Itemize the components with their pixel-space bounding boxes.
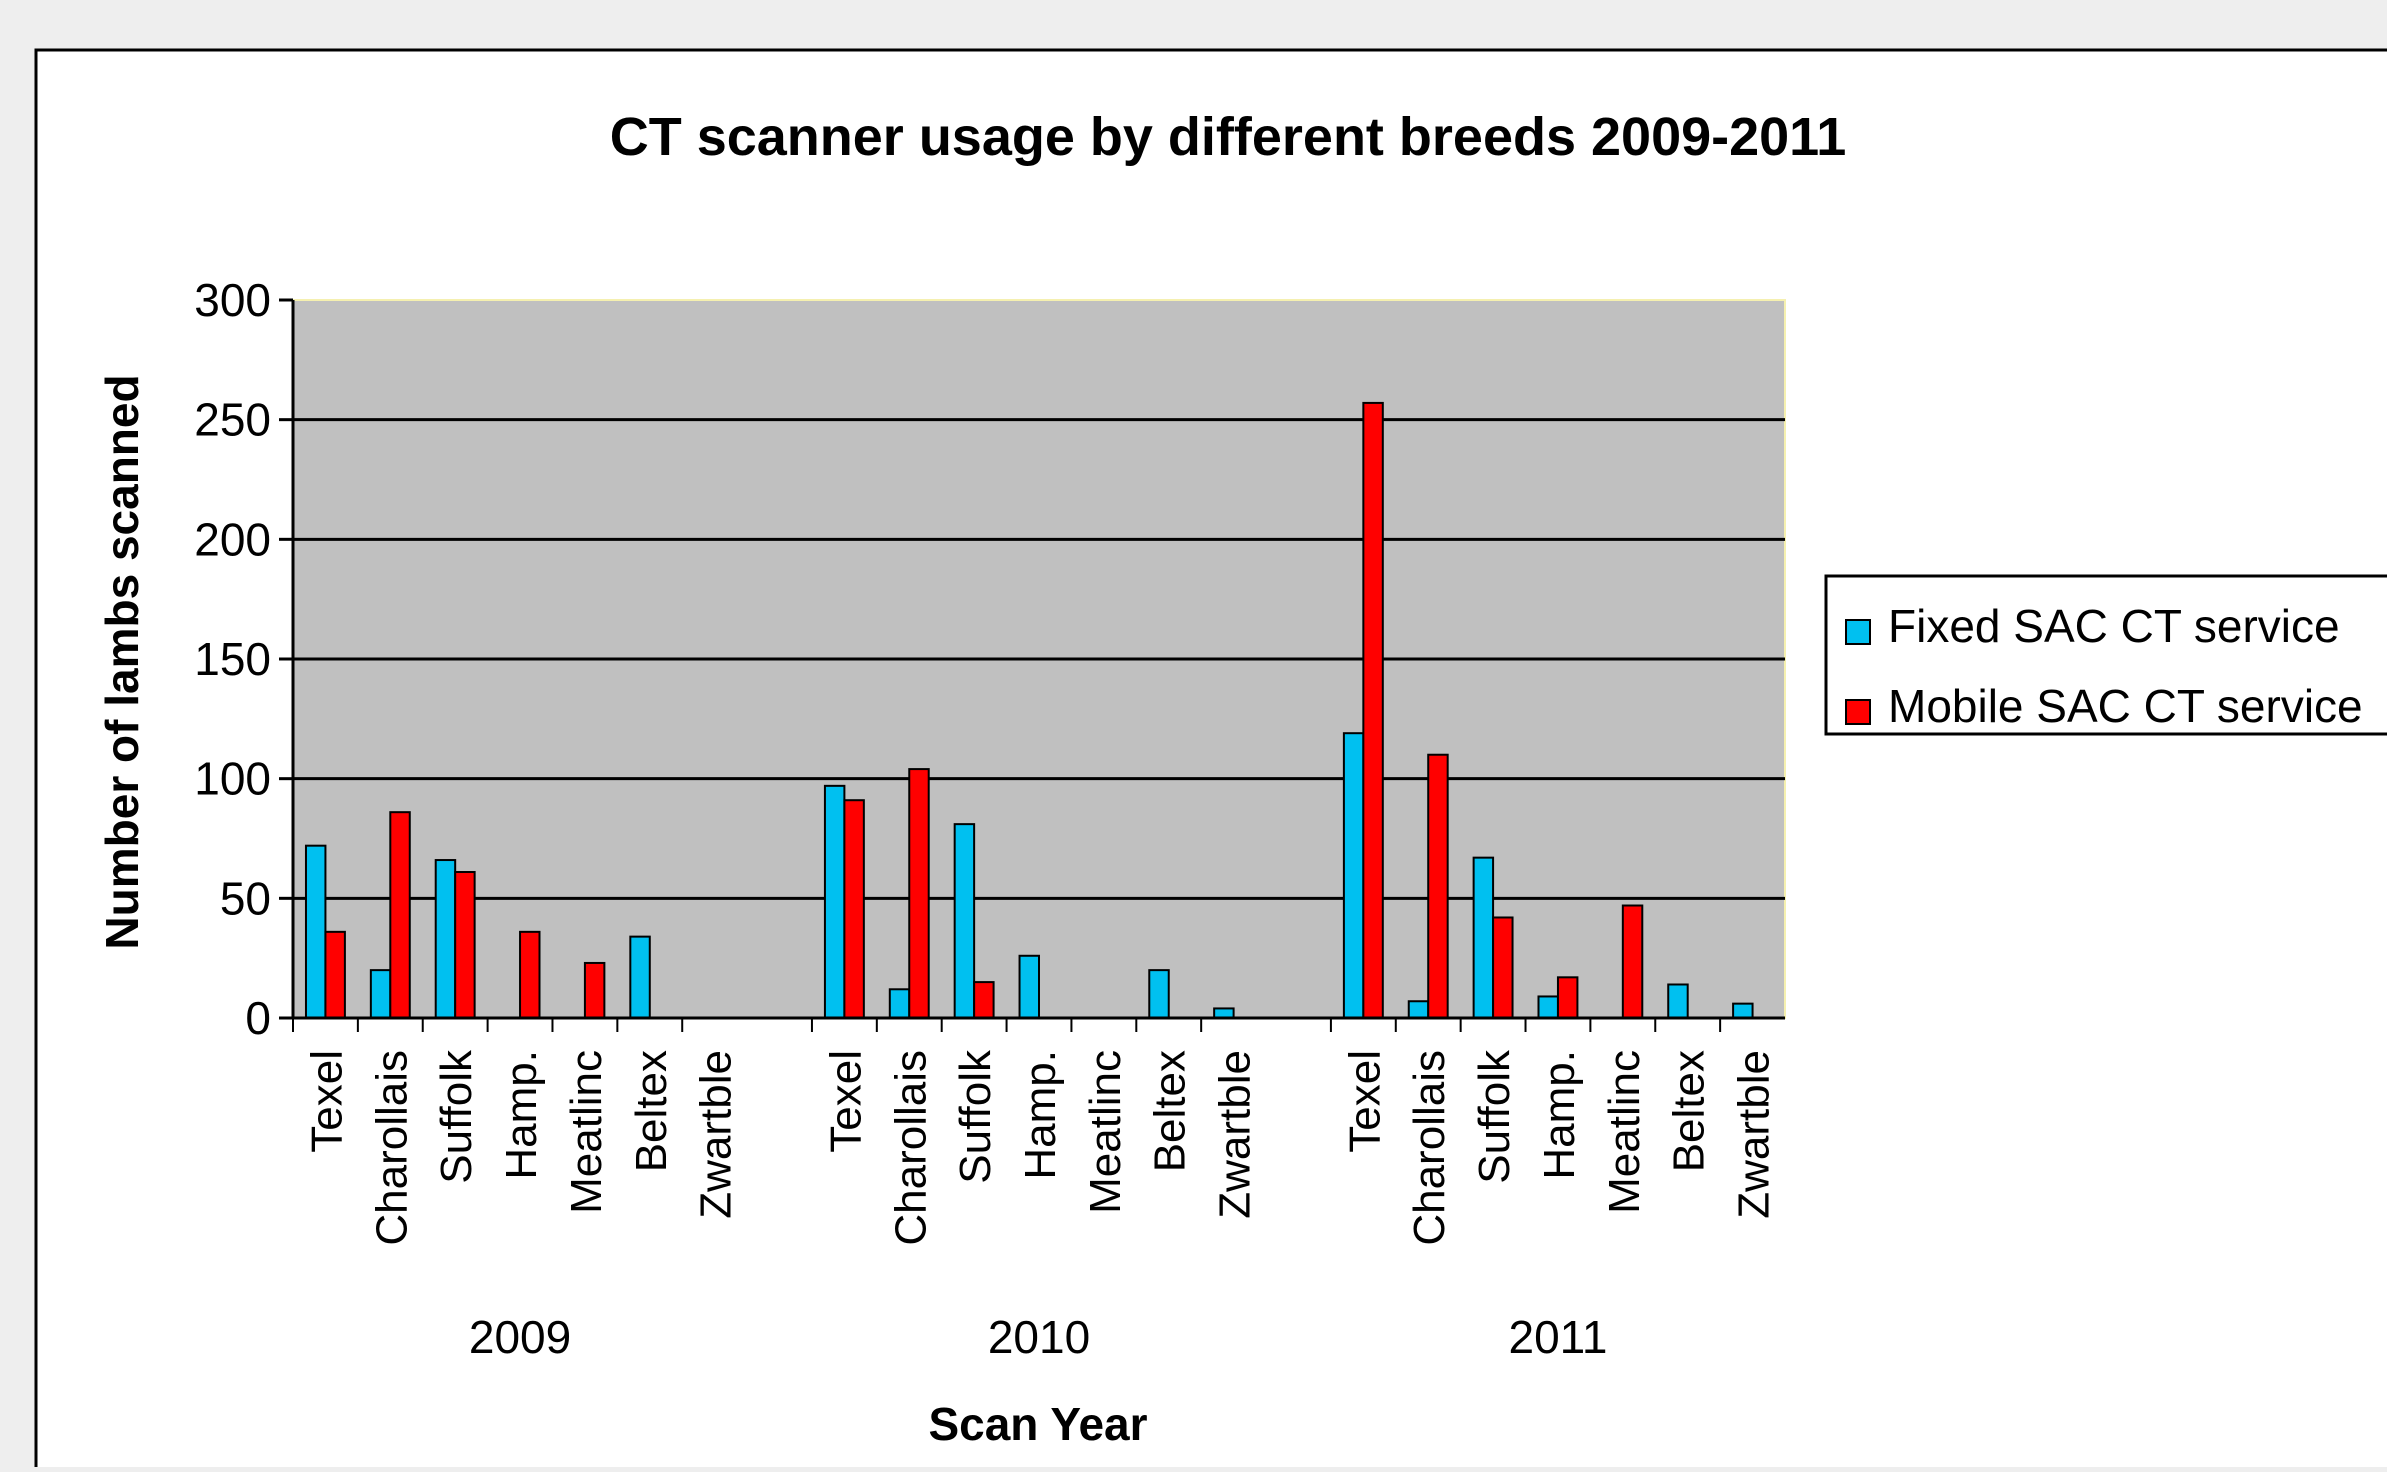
y-tick-label: 100: [194, 753, 271, 805]
x-tick-label: Zwartble: [1211, 1050, 1260, 1219]
bar-mobile: [519, 930, 541, 1020]
legend-label: Fixed SAC CT service: [1888, 600, 2340, 652]
x-tick-label: Beltex: [1665, 1050, 1714, 1172]
x-tick-label: Zwartble: [1730, 1050, 1779, 1219]
x-tick-label: Hamp.: [497, 1050, 546, 1180]
x-tick-label: Suffolk: [432, 1049, 481, 1184]
bars: [304, 401, 1754, 1020]
bar-fixed: [1732, 1002, 1754, 1020]
bar-fixed: [434, 859, 457, 1019]
x-tick-label: Suffolk: [1470, 1049, 1519, 1184]
y-axis: 0 50 100 150 200 250 300: [194, 274, 295, 1044]
year-group-label: 2011: [1508, 1311, 1607, 1363]
year-group-label: 2010: [988, 1311, 1090, 1363]
x-tick-label: Meatlinc: [562, 1050, 611, 1214]
bar-mobile: [1621, 904, 1644, 1019]
bar-mobile: [908, 768, 930, 1019]
x-tick-label: Beltex: [1146, 1050, 1195, 1172]
x-tick-label: Zwartble: [692, 1050, 741, 1219]
y-tick-label: 250: [194, 394, 271, 446]
bar-fixed: [1537, 995, 1559, 1020]
bar-mobile: [1556, 976, 1579, 1020]
legend-swatch: [1845, 699, 1871, 725]
x-tick-label: Beltex: [627, 1050, 676, 1172]
x-axis: Texel Charollais Suffolk Hamp. Meatlinc Belte…: [292, 1016, 1785, 1363]
y-tick-label: 150: [194, 633, 271, 685]
bar-fixed: [1472, 856, 1495, 1019]
bar-mobile: [389, 811, 411, 1019]
y-tick-label: 200: [194, 513, 271, 565]
y-tick-label: 300: [194, 274, 271, 326]
bar-fixed: [953, 823, 976, 1020]
x-tick-label: Texel: [821, 1050, 870, 1153]
y-axis-label: Number of lambs scanned: [96, 374, 148, 949]
x-tick-label: Texel: [302, 1050, 351, 1153]
bar-fixed: [888, 988, 911, 1020]
bar-mobile: [1492, 916, 1514, 1019]
x-tick-label: Charollais: [367, 1050, 416, 1246]
bar-fixed: [369, 969, 392, 1020]
x-tick-label: Texel: [1340, 1050, 1389, 1153]
gridlines: [293, 418, 1785, 900]
bar-fixed: [1018, 954, 1040, 1019]
x-tick-label: Meatlinc: [1600, 1050, 1649, 1214]
x-tick-label: Hamp.: [1535, 1050, 1584, 1180]
y-tick-label: 50: [220, 872, 271, 924]
bar-mobile: [843, 799, 865, 1019]
x-tick-label: Charollais: [1405, 1050, 1454, 1246]
legend: Fixed SAC CT service Mobile SAC CT servic…: [1824, 574, 2387, 736]
year-group-label: 2009: [469, 1311, 571, 1363]
bar-fixed: [1148, 969, 1170, 1020]
legend-box: [1824, 574, 2387, 736]
bar-mobile: [583, 961, 606, 1019]
y-tick-label: 0: [245, 992, 271, 1044]
bar-fixed: [629, 935, 651, 1019]
x-tick-label: Suffolk: [951, 1049, 1000, 1184]
bar-mobile: [454, 871, 476, 1019]
x-axis-label: Scan Year: [928, 1398, 1147, 1450]
legend-swatch: [1845, 619, 1871, 645]
x-tick-label: Meatlinc: [1081, 1050, 1130, 1214]
bar-fixed: [1667, 983, 1689, 1020]
bar-fixed: [1342, 732, 1365, 1020]
bar-fixed: [304, 844, 327, 1019]
x-tick-label: Charollais: [886, 1050, 935, 1246]
bar-mobile: [973, 981, 995, 1019]
bar-mobile: [1362, 401, 1384, 1019]
bar-fixed: [823, 784, 846, 1020]
bar-mobile: [1427, 753, 1449, 1019]
bar-fixed: [1407, 1000, 1430, 1019]
x-tick-label: Hamp.: [1016, 1050, 1065, 1180]
bar-mobile: [324, 930, 346, 1020]
legend-label: Mobile SAC CT service: [1888, 680, 2363, 732]
chart-title: CT scanner usage by different breeds 200…: [610, 107, 1847, 167]
